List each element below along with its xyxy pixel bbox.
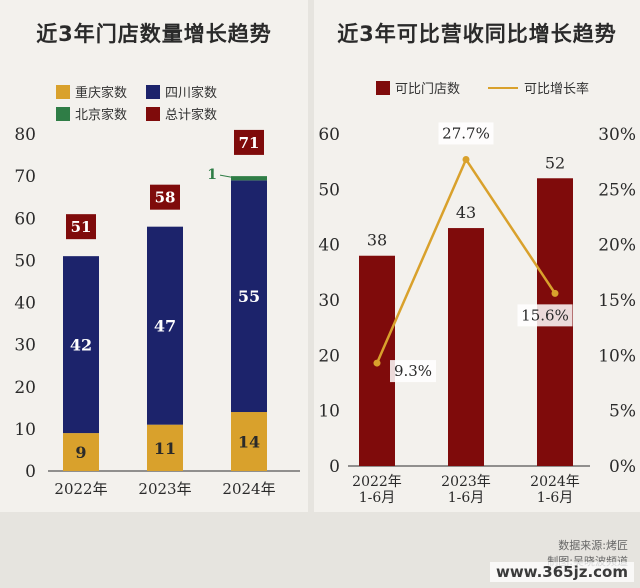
growth-label-bg-2 [517,304,573,327]
y2-tick-label-1: 5% [609,402,636,422]
legend-label-growth: 可比增长率 [524,82,590,97]
data-label-1-1: 47 [154,317,176,336]
y-tick-label-6: 60 [14,209,36,229]
x-tick-label-2: 2024年 [222,480,275,498]
y-tick-label-2: 20 [14,378,36,398]
total-label-0: 51 [71,218,92,236]
left-chart-panel: 近3年门店数量增长趋势 重庆家数 四川家数 北京家数 总计家数 0 10 20 30 4… [0,0,308,512]
y-tick-label-3: 30 [318,291,340,311]
legend-label-sichuan: 四川家数 [165,86,218,101]
bar-segment-0-1 [147,424,183,471]
y-tick-label-0: 0 [25,462,36,482]
source-text: 数据来源:烤匠 [558,539,628,552]
growth-point-1 [462,155,470,163]
total-label-2: 71 [239,134,260,152]
growth-label-0: 9.3% [394,362,432,380]
y2-tick-label-3: 15% [598,291,636,311]
legend-chongqing: 重庆家数 [56,82,127,101]
y-tick-label-6: 60 [318,125,340,145]
y-tick-label-5: 50 [14,251,36,271]
y2-tick-label-4: 20% [598,236,636,256]
left-stacked-bar-chart: 0 10 20 30 40 50 60 70 80 9 42 51 2022年 11 47 58 2023年 14… [14,125,300,498]
y-tick-label-5: 50 [318,180,340,200]
right-combo-chart: 01020304050600%5%10%15%20%25%30%382022年1… [318,122,636,506]
x-tick-label-2-0: 2024年 [530,474,580,490]
growth-point-0 [373,359,381,367]
data-label-leader-beijing-2 [219,174,232,178]
legend-swatch-stores [376,80,390,95]
data-label-1-2: 55 [238,287,260,306]
y-tick-label-1: 10 [14,420,36,440]
data-label-0-1: 11 [154,439,176,458]
right-chart-title: 近3年可比营收同比增长趋势 [337,22,617,46]
x-tick-label-1: 2023年 [138,480,191,498]
bar-segment-1-0 [63,256,99,434]
y2-tick-label-5: 25% [598,180,636,200]
growth-label-bg-0 [390,360,436,383]
growth-label-bg-1 [438,122,494,145]
legend-line-growth [488,86,518,89]
total-box-1 [150,184,180,210]
x-tick-label-0-0: 2022年 [352,474,402,490]
legend-swatch-chongqing [56,84,70,99]
legend-total: 总计家数 [146,104,217,123]
y2-tick-label-6: 30% [598,125,636,145]
legend-growth: 可比增长率 [488,78,589,97]
legend-stores: 可比门店数 [376,78,460,97]
legend-beijing: 北京家数 [56,104,127,123]
y-tick-label-8: 80 [14,125,36,145]
x-tick-label-0: 2022年 [54,480,107,498]
data-label-stores-1: 43 [456,203,476,222]
y-tick-label-7: 70 [14,167,36,187]
legend-swatch-total [146,106,160,121]
y-tick-label-1: 10 [318,402,340,422]
data-label-stores-0: 38 [367,231,387,250]
data-label-0-2: 14 [238,433,260,452]
legend-swatch-sichuan [146,84,160,99]
x-tick-label-2-1: 1-6月 [537,490,574,506]
data-label-beijing-2: 1 [207,167,217,183]
y-tick-label-4: 40 [14,294,36,314]
right-chart-panel: 近3年可比营收同比增长趋势 可比门店数 可比增长率 0 10 20 30 40 50 60 0… [314,0,640,512]
y-tick-label-2: 20 [318,346,340,366]
data-label-0-0: 9 [75,443,86,462]
growth-label-2: 15.6% [521,306,569,324]
y-tick-label-3: 30 [14,336,36,356]
data-label-stores-2: 52 [545,153,565,172]
legend-label-chongqing: 重庆家数 [75,86,128,101]
data-label-1-0: 42 [70,336,92,355]
legend-sichuan: 四川家数 [146,82,217,101]
total-box-0 [66,214,96,240]
legend-swatch-beijing [56,106,70,121]
bar-stores-1 [448,228,484,466]
bar-segment-1-2 [231,180,267,413]
x-tick-label-0-1: 1-6月 [359,490,396,506]
total-label-1: 58 [155,189,176,207]
growth-label-1: 27.7% [442,124,490,142]
bar-segment-0-0 [63,433,99,471]
y2-tick-label-2: 10% [598,346,636,366]
growth-point-2 [551,289,559,297]
legend-label-beijing: 北京家数 [75,108,128,123]
bar-segment-1-1 [147,226,183,425]
legend-label-total: 总计家数 [165,108,218,123]
watermark: www.365jz.com [489,562,634,582]
y2-tick-label-0: 0% [609,457,636,477]
total-box-2 [234,129,264,155]
x-tick-label-1-0: 2023年 [441,474,491,490]
left-chart-title: 近3年门店数量增长趋势 [36,22,272,46]
bar-segment-2-2 [231,176,267,181]
bar-segment-0-2 [231,412,267,471]
legend-label-stores: 可比门店数 [395,82,461,97]
y-tick-label-4: 40 [318,236,340,256]
y-tick-label-0: 0 [329,457,340,477]
x-tick-label-1-1: 1-6月 [448,490,485,506]
